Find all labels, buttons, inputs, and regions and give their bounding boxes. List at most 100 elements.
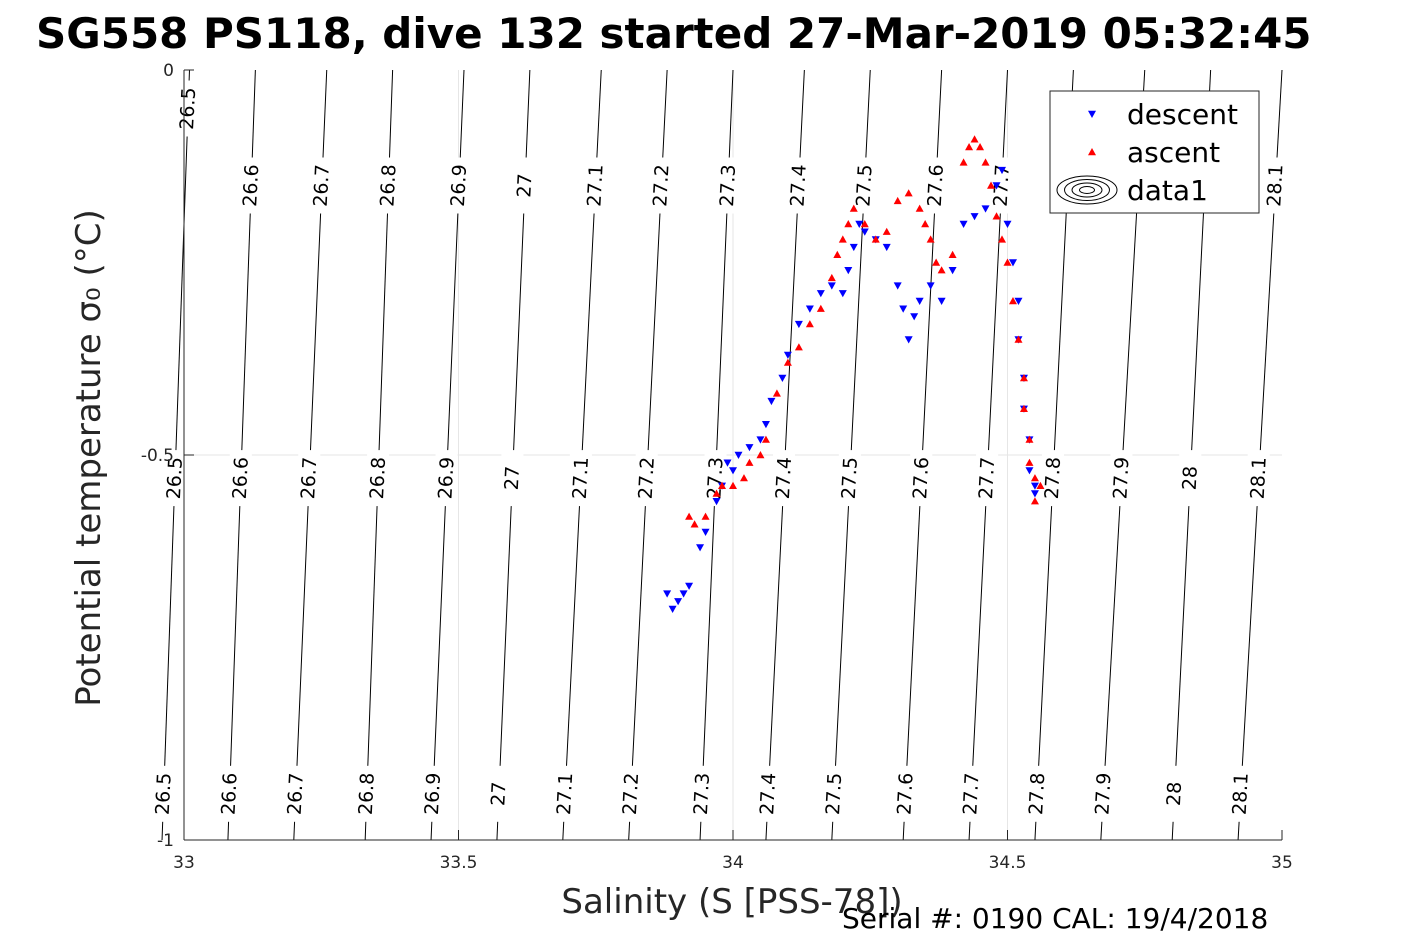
contour-label: 26.5 (176, 87, 200, 130)
density-contours: 26.5 26.5 26.5 26.6 26.6 26.6 26.7 26.7 26.7 26.8… (152, 69, 1288, 841)
descent-point (970, 213, 979, 221)
contour-label: 27.6 (893, 772, 917, 815)
descent-point (855, 220, 864, 228)
contour-label: 26.7 (297, 456, 321, 499)
contour-label-bg (377, 157, 400, 214)
descent-point (696, 544, 705, 552)
descent-point (893, 282, 902, 290)
ascent-point (921, 220, 930, 228)
contour-label-bg (619, 765, 642, 822)
descent-point (663, 590, 672, 598)
ascent-point (1036, 481, 1045, 489)
ascent-point (1019, 404, 1028, 412)
contour-label-bg (569, 450, 592, 507)
ascent-point (926, 235, 935, 243)
legend-contour-icon (1064, 179, 1110, 201)
ascent-point (915, 204, 924, 212)
contour-label: 27.7 (959, 772, 983, 815)
legend-contour-icon (1056, 175, 1118, 205)
contour-label-bg (1264, 157, 1287, 214)
legend-ascent-label: ascent (1127, 136, 1220, 169)
descent-point (926, 282, 935, 290)
ascent-point (860, 220, 869, 228)
descent-point (805, 305, 814, 313)
ascent-point (1008, 297, 1017, 305)
descent-point (668, 605, 677, 613)
contour-label-bg (298, 450, 321, 507)
contour-label: 27.5 (838, 456, 862, 499)
descent-point (948, 267, 957, 275)
contour-label-bg (1179, 450, 1202, 507)
contour-label-bg (355, 765, 378, 822)
contour-label: 26.8 (366, 456, 390, 499)
contour-label-bg (448, 157, 471, 214)
descent-point (937, 297, 946, 305)
legend-data1-label: data1 (1127, 174, 1208, 207)
descent-point (1025, 467, 1034, 475)
contour-label-bg (240, 157, 263, 214)
contour-label: 26.5 (163, 456, 187, 499)
contour-label: 27.4 (787, 164, 811, 207)
contour-label: 27.9 (1091, 772, 1115, 815)
ascent-point (690, 520, 699, 528)
contour-label-bg (704, 450, 727, 507)
contour-label: 27.2 (619, 772, 643, 815)
contour-label-bg (554, 765, 577, 822)
descent-point (767, 397, 776, 406)
descent-point (1008, 259, 1017, 267)
contour-label: 28.1 (1263, 164, 1287, 207)
descent-point (1030, 482, 1039, 490)
ascent-point (871, 235, 880, 243)
contour-label-bg (787, 157, 810, 214)
contour-label: 27.8 (1041, 456, 1065, 499)
contour-label-bg (853, 157, 876, 214)
ascent-point (701, 512, 710, 520)
contour-label-bg (152, 765, 175, 822)
ascent-point (761, 435, 770, 443)
descent-point (761, 421, 770, 429)
descent-point (783, 351, 792, 359)
descent-point (981, 205, 990, 213)
contour-label: 27.4 (756, 772, 780, 815)
contour-label: 27 (501, 465, 524, 490)
descent-point (794, 320, 803, 329)
ascent-point (844, 220, 853, 228)
contour-label: 27.3 (690, 772, 714, 815)
descent-point (712, 498, 721, 506)
descent-point (816, 290, 825, 298)
x-tick-label: 33.5 (440, 853, 478, 873)
descent-point (674, 598, 683, 606)
contour-label: 27.8 (1025, 772, 1049, 815)
contour-label: 26.8 (376, 164, 400, 207)
contour-label-bg (1026, 765, 1049, 822)
ascent-point (685, 512, 694, 520)
y-tick-label: -1 (157, 831, 174, 851)
contour-label-bg (177, 80, 200, 137)
ascent-point (756, 451, 765, 459)
descent-point (904, 336, 913, 344)
ascent-point (948, 250, 957, 258)
legend-box (1049, 90, 1260, 214)
contour-label-bg (960, 765, 983, 822)
ascent-point (1019, 374, 1028, 382)
contour-label: 27 (487, 781, 510, 806)
legend-descent-label: descent (1127, 98, 1238, 131)
contour-label-bg (650, 157, 673, 214)
ascent-point (1030, 497, 1039, 505)
ascent-point (987, 181, 996, 189)
ascent-point (849, 204, 858, 212)
descent-point (998, 166, 1007, 175)
contour-label-bg (990, 157, 1013, 214)
contour-label: 27.5 (822, 772, 846, 815)
contour-label: 26.9 (434, 456, 458, 499)
contour-label: 27.9 (1109, 456, 1133, 499)
contour-label-bg (501, 450, 524, 507)
descent-point (701, 528, 710, 536)
ascent-point (805, 320, 814, 328)
descent-point (849, 243, 858, 252)
descent-point (959, 220, 968, 228)
contour-label-bg (1042, 450, 1065, 507)
contour-label-bg (435, 450, 458, 507)
contour-label-bg (1229, 765, 1252, 822)
ascent-point (783, 358, 792, 366)
